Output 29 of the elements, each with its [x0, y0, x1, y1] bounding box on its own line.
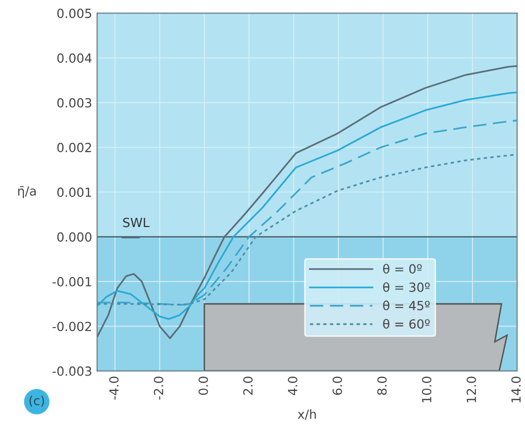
- y-tick-label: -0.002: [52, 322, 92, 332]
- x-tick-label: 10.0: [422, 376, 432, 402]
- x-tick-label: 0.0: [198, 376, 208, 395]
- y-tick-label: 0.004: [57, 53, 92, 63]
- line-series: [97, 65, 518, 340]
- text: (c): [30, 396, 44, 407]
- y-tick-label: 0.005: [57, 8, 92, 18]
- x-tick-label: 8.0: [377, 376, 387, 395]
- legend-label: θ = 45º: [383, 300, 430, 310]
- y-tick-label: 0.001: [57, 188, 92, 197]
- legend-label: θ = 0º: [383, 264, 422, 274]
- line-series: [97, 91, 518, 320]
- x-tick-label: 2.0: [243, 376, 253, 395]
- x-tick-label: 12.0: [466, 376, 476, 402]
- x-tick-label: 6.0: [332, 376, 342, 395]
- x-tick-label: -2.0: [154, 376, 164, 400]
- x-tick-label: 4.0: [288, 376, 298, 396]
- y-axis-title: η̄/a: [18, 186, 36, 198]
- y-tick-label: 0.000: [57, 232, 92, 242]
- y-tick-label: -0.001: [52, 276, 92, 286]
- legend-label: θ = 30º: [383, 282, 430, 292]
- x-axis-title: x/h: [298, 409, 316, 420]
- x-tick-label: 14.0: [511, 376, 521, 402]
- y-tick-label: -0.003: [52, 366, 92, 376]
- ref-line-label: SWL: [123, 218, 150, 228]
- legend-label: θ = 60º: [383, 318, 430, 329]
- y-tick-label: 0.002: [57, 142, 92, 152]
- x-tick-label: -4.0: [109, 376, 119, 400]
- y-tick-label: 0.003: [57, 98, 92, 108]
